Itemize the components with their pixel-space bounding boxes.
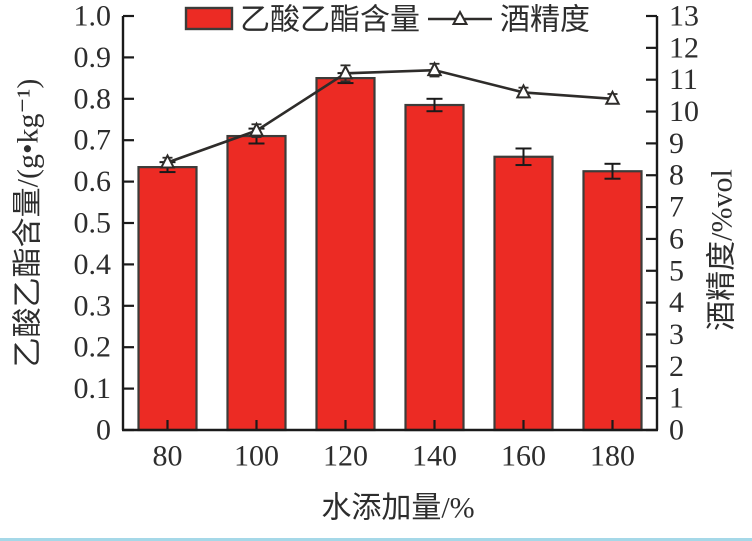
- right-tick-label: 5: [669, 254, 684, 287]
- left-tick-label: 0.8: [74, 82, 112, 115]
- x-tick-label: 160: [501, 440, 546, 473]
- legend: 乙酸乙酯含量 酒精度: [184, 4, 590, 37]
- bottom-border-line: [0, 538, 752, 541]
- line-marker-160: [515, 83, 532, 99]
- left-tick-label: 0.7: [74, 124, 112, 157]
- legend-triangle-marker-icon: [451, 9, 469, 25]
- x-tick-label: 180: [590, 440, 635, 473]
- alcohol-line: [167, 68, 613, 164]
- x-axis-title: 水添加量/%: [321, 492, 474, 525]
- left-tick-label: 0.2: [74, 331, 112, 364]
- x-tick-label: 120: [323, 440, 368, 473]
- bar-error-bars-group: [159, 72, 621, 180]
- legend-label-ethyl-acetate: 乙酸乙酯含量: [240, 4, 420, 37]
- right-tick-label: 6: [669, 222, 684, 255]
- left-tick-label: 0: [96, 414, 111, 447]
- bar-140: [404, 103, 465, 432]
- right-tick-label: 9: [669, 127, 684, 160]
- line-marker-140: [426, 60, 443, 77]
- line-marker-120: [337, 64, 354, 80]
- right-tick-label: 0: [669, 414, 684, 447]
- legend-bar-swatch-icon: [184, 6, 234, 31]
- x-tick-label: 140: [412, 440, 457, 473]
- right-tick-label: 3: [669, 318, 684, 351]
- right-tick-label: 11: [669, 63, 698, 96]
- bars-group: [137, 76, 643, 432]
- line-marker-100: [248, 121, 265, 137]
- bar-100: [226, 134, 287, 432]
- bar-160: [493, 155, 554, 432]
- right-tick-label: 8: [669, 159, 684, 192]
- bar-180: [582, 170, 643, 432]
- right-tick-label: 1: [669, 382, 684, 415]
- left-tick-label: 0.5: [74, 207, 112, 240]
- right-tick-label: 12: [669, 31, 699, 64]
- line-series-group: [159, 60, 621, 169]
- right-tick-label: 13: [669, 0, 699, 33]
- left-axis-title: 乙酸乙酯含量/(g•kg⁻¹): [12, 79, 45, 368]
- left-tick-label: 0.6: [74, 165, 112, 198]
- right-axis-title: 酒精度/%vol: [706, 169, 739, 331]
- line-marker-80: [159, 153, 176, 169]
- left-tick-label: 0.3: [74, 289, 112, 322]
- x-tick-label: 100: [234, 440, 279, 473]
- right-tick-label: 4: [669, 286, 684, 319]
- line-marker-180: [604, 89, 621, 105]
- right-tick-label: 10: [669, 95, 699, 128]
- left-tick-label: 0.9: [74, 41, 112, 74]
- legend-label-alcohol: 酒精度: [500, 4, 590, 37]
- left-tick-label: 0.4: [74, 248, 112, 281]
- left-tick-label: 1.0: [74, 0, 112, 33]
- right-tick-label: 7: [669, 191, 684, 224]
- right-tick-label: 2: [669, 350, 684, 383]
- axes-group: 00.10.20.30.40.50.60.70.80.91.0012345678…: [74, 0, 700, 473]
- bar-120: [315, 76, 376, 432]
- bar-80: [137, 166, 198, 432]
- left-tick-label: 0.1: [74, 372, 112, 405]
- x-tick-label: 80: [153, 440, 183, 473]
